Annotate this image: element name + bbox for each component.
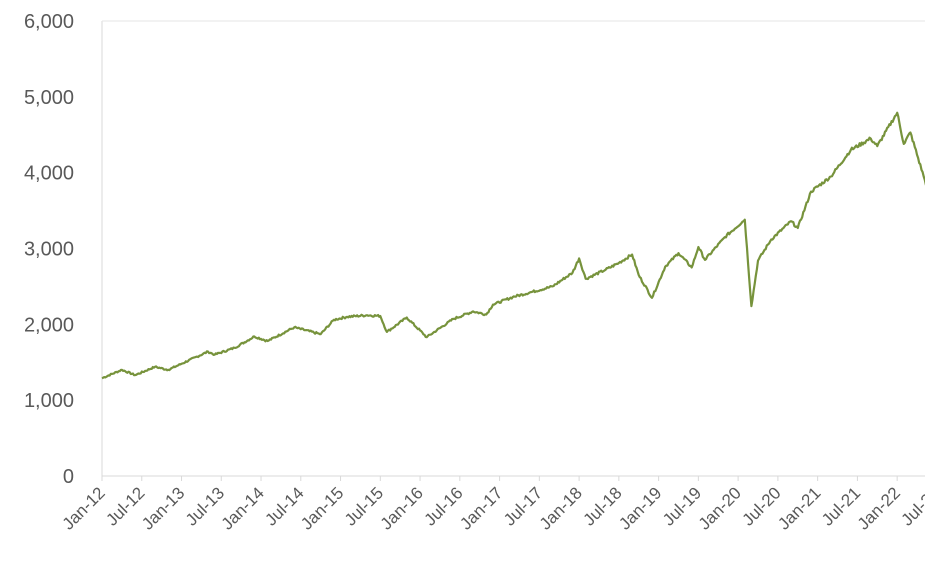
x-tick-label: Jul-22 [898,483,925,529]
x-tick-label: Jan-18 [536,483,586,533]
x-tick-label: Jan-21 [774,483,824,533]
y-tick-label: 1,000 [24,390,74,412]
x-tick-label: Jan-13 [138,483,188,533]
x-tick-label: Jan-20 [695,483,745,533]
y-tick-label: 6,000 [24,11,74,33]
y-tick-label: 3,000 [24,239,74,261]
y-tick-label: 4,000 [24,163,74,185]
y-axis-tick-labels: 0 1,000 2,000 3,000 4,000 5,000 6,000 [24,11,74,488]
series-lines [101,111,925,380]
x-tick-label: Jan-22 [854,483,904,533]
x-tick-label: Jan-12 [59,483,109,533]
x-tick-label: Jan-16 [377,483,427,533]
x-tick-label: Jan-15 [297,483,347,533]
x-axis-tick-labels: Jan-12Jul-12Jan-13Jul-13Jan-14Jul-14Jan-… [59,483,925,533]
x-tick-label: Jan-17 [456,483,506,533]
series-line [101,111,925,380]
x-tick-label: Jan-14 [218,483,268,533]
y-tick-label: 2,000 [24,314,74,336]
x-tick-label: Jan-19 [615,483,665,533]
axes [101,20,925,481]
y-tick-label: 5,000 [24,87,74,109]
y-tick-label: 0 [63,466,74,488]
